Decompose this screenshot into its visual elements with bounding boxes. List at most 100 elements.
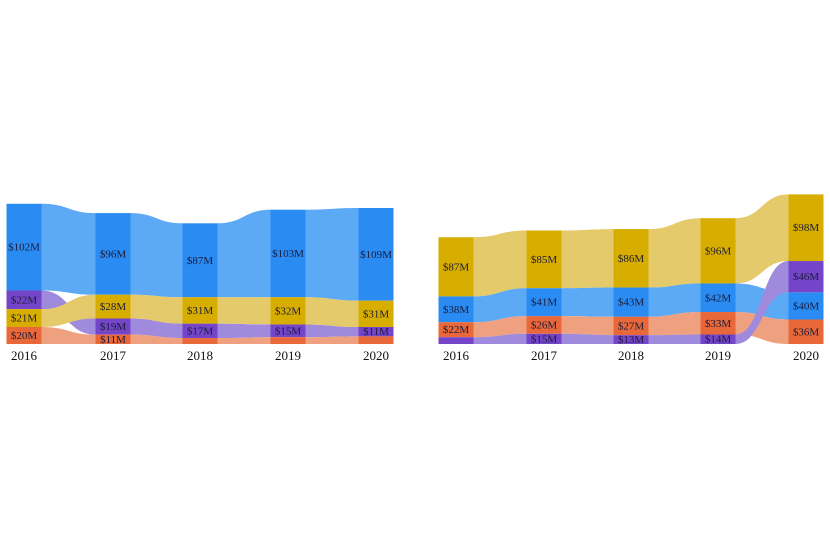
flow-yellow-2018-2019: [217, 297, 271, 325]
data-label-orange-2017: $11M: [100, 334, 126, 346]
data-label-blue-2019: $42M: [705, 292, 732, 304]
bar-blue-2019: [700, 283, 736, 313]
flow-purple-2019-2020: [735, 261, 789, 344]
data-label-yellow-2017: $28M: [100, 301, 127, 313]
data-label-yellow-2020: $31M: [363, 308, 390, 320]
left-sankey-chart: $102M $96M $87M $103M $109M $22M $19M $17M $15M $…: [6, 203, 394, 363]
flow-yellow-2019-2020: [305, 297, 359, 327]
bar-orange-2016: [6, 327, 42, 344]
bar-purple-2020: [788, 261, 824, 293]
data-label-purple-2020: $11M: [363, 326, 389, 338]
flow-yellow-2016-2017: [473, 230, 527, 297]
bar-yellow-2020: [788, 194, 824, 262]
x-tick-label-2020: 2020: [363, 348, 389, 363]
bar-orange-2016: [438, 322, 474, 338]
data-label-purple-2016: $22M: [11, 294, 38, 306]
flow-orange-2019-2020: [305, 336, 359, 344]
bar-yellow-2017: [526, 230, 562, 289]
flow-blue-2017-2018: [561, 287, 614, 317]
bars: [6, 203, 394, 344]
flow-yellow-2017-2018: [130, 294, 183, 324]
flow-purple-2019-2020: [305, 324, 359, 338]
flow-orange-2019-2020: [735, 312, 789, 344]
right-sankey-chart: $87M $85M $86M $96M $98M $38M $41M $43M $42M $40M…: [438, 194, 824, 363]
bar-orange-2018: [613, 316, 649, 336]
flow-orange-2017-2018: [130, 334, 183, 344]
bar-orange-2018: [182, 338, 218, 344]
x-tick-label-2018: 2018: [618, 348, 644, 363]
bar-orange-2020: [788, 319, 824, 344]
bar-orange-2017: [526, 316, 562, 334]
data-label-purple-2018: $13M: [618, 334, 645, 346]
bar-purple-2019: [270, 324, 306, 338]
bar-purple-2018: [613, 335, 649, 344]
data-label-yellow-2020: $98M: [793, 222, 820, 234]
data-label-yellow-2018: $31M: [187, 305, 214, 317]
flow-orange-2016-2017: [41, 327, 96, 344]
flow-yellow-2017-2018: [561, 229, 614, 289]
flow-purple-2018-2019: [648, 334, 701, 344]
flows: [473, 194, 789, 344]
bar-yellow-2016: [6, 309, 42, 327]
flow-blue-2018-2019: [648, 283, 701, 317]
data-label-yellow-2016: $87M: [443, 261, 470, 273]
data-label-yellow-2019: $32M: [275, 305, 302, 317]
data-label-blue-2019: $103M: [272, 248, 304, 260]
flow-yellow-2018-2019: [648, 218, 701, 288]
x-tick-label-2020: 2020: [793, 348, 819, 363]
bar-orange-2019: [700, 312, 736, 335]
flow-orange-2018-2019: [217, 337, 271, 344]
data-label-yellow-2017: $85M: [531, 254, 558, 266]
flow-purple-2017-2018: [130, 318, 183, 339]
bar-purple-2017: [95, 318, 131, 335]
bar-blue-2020: [358, 208, 394, 301]
bar-yellow-2019: [700, 218, 736, 284]
bar-purple-2016: [6, 290, 42, 310]
bar-blue-2016: [6, 203, 42, 291]
bar-purple-2018: [182, 323, 218, 339]
bar-orange-2020: [358, 336, 394, 344]
bar-purple-2016: [438, 337, 474, 344]
x-tick-label-2016: 2016: [443, 348, 470, 363]
data-label-yellow-2016: $21M: [11, 313, 38, 325]
data-label-orange-2016: $20M: [11, 330, 38, 342]
data-label-purple-2020: $46M: [793, 271, 820, 283]
bar-yellow-2017: [95, 294, 131, 319]
flow-yellow-2016-2017: [41, 294, 96, 327]
bar-purple-2017: [526, 333, 562, 344]
flow-orange-2016-2017: [473, 316, 527, 338]
flows: [41, 203, 359, 344]
data-label-blue-2020: $40M: [793, 300, 820, 312]
data-label-purple-2019: $15M: [275, 325, 302, 337]
flow-purple-2017-2018: [561, 333, 614, 344]
bars: [438, 194, 824, 344]
x-tick-label-2017: 2017: [100, 348, 127, 363]
x-tick-label-2018: 2018: [187, 348, 213, 363]
bar-blue-2020: [788, 292, 824, 320]
x-tick-label-2019: 2019: [275, 348, 301, 363]
flow-yellow-2019-2020: [735, 194, 789, 284]
data-label-blue-2016: $102M: [8, 242, 40, 254]
bar-orange-2017: [95, 334, 131, 344]
data-label-orange-2017: $26M: [531, 319, 558, 331]
data-label-orange-2019: $33M: [705, 318, 732, 330]
data-label-purple-2017: $15M: [531, 333, 558, 345]
data-label-blue-2016: $38M: [443, 304, 470, 316]
flow-blue-2016-2017: [41, 203, 96, 295]
bar-blue-2016: [438, 296, 474, 323]
bar-yellow-2019: [270, 297, 306, 325]
bar-blue-2019: [270, 209, 306, 298]
flow-purple-2018-2019: [217, 323, 271, 339]
bar-purple-2020: [358, 327, 394, 337]
bar-purple-2019: [700, 334, 736, 344]
data-label-blue-2018: $43M: [618, 297, 645, 309]
flow-blue-2019-2020: [305, 208, 359, 301]
bar-orange-2019: [270, 337, 306, 344]
data-label-blue-2017: $96M: [100, 248, 127, 260]
data-label-purple-2017: $19M: [100, 321, 127, 333]
x-tick-label-2019: 2019: [705, 348, 731, 363]
x-tick-label-2017: 2017: [531, 348, 558, 363]
data-label-yellow-2018: $86M: [618, 253, 645, 265]
data-label-yellow-2019: $96M: [705, 245, 732, 257]
